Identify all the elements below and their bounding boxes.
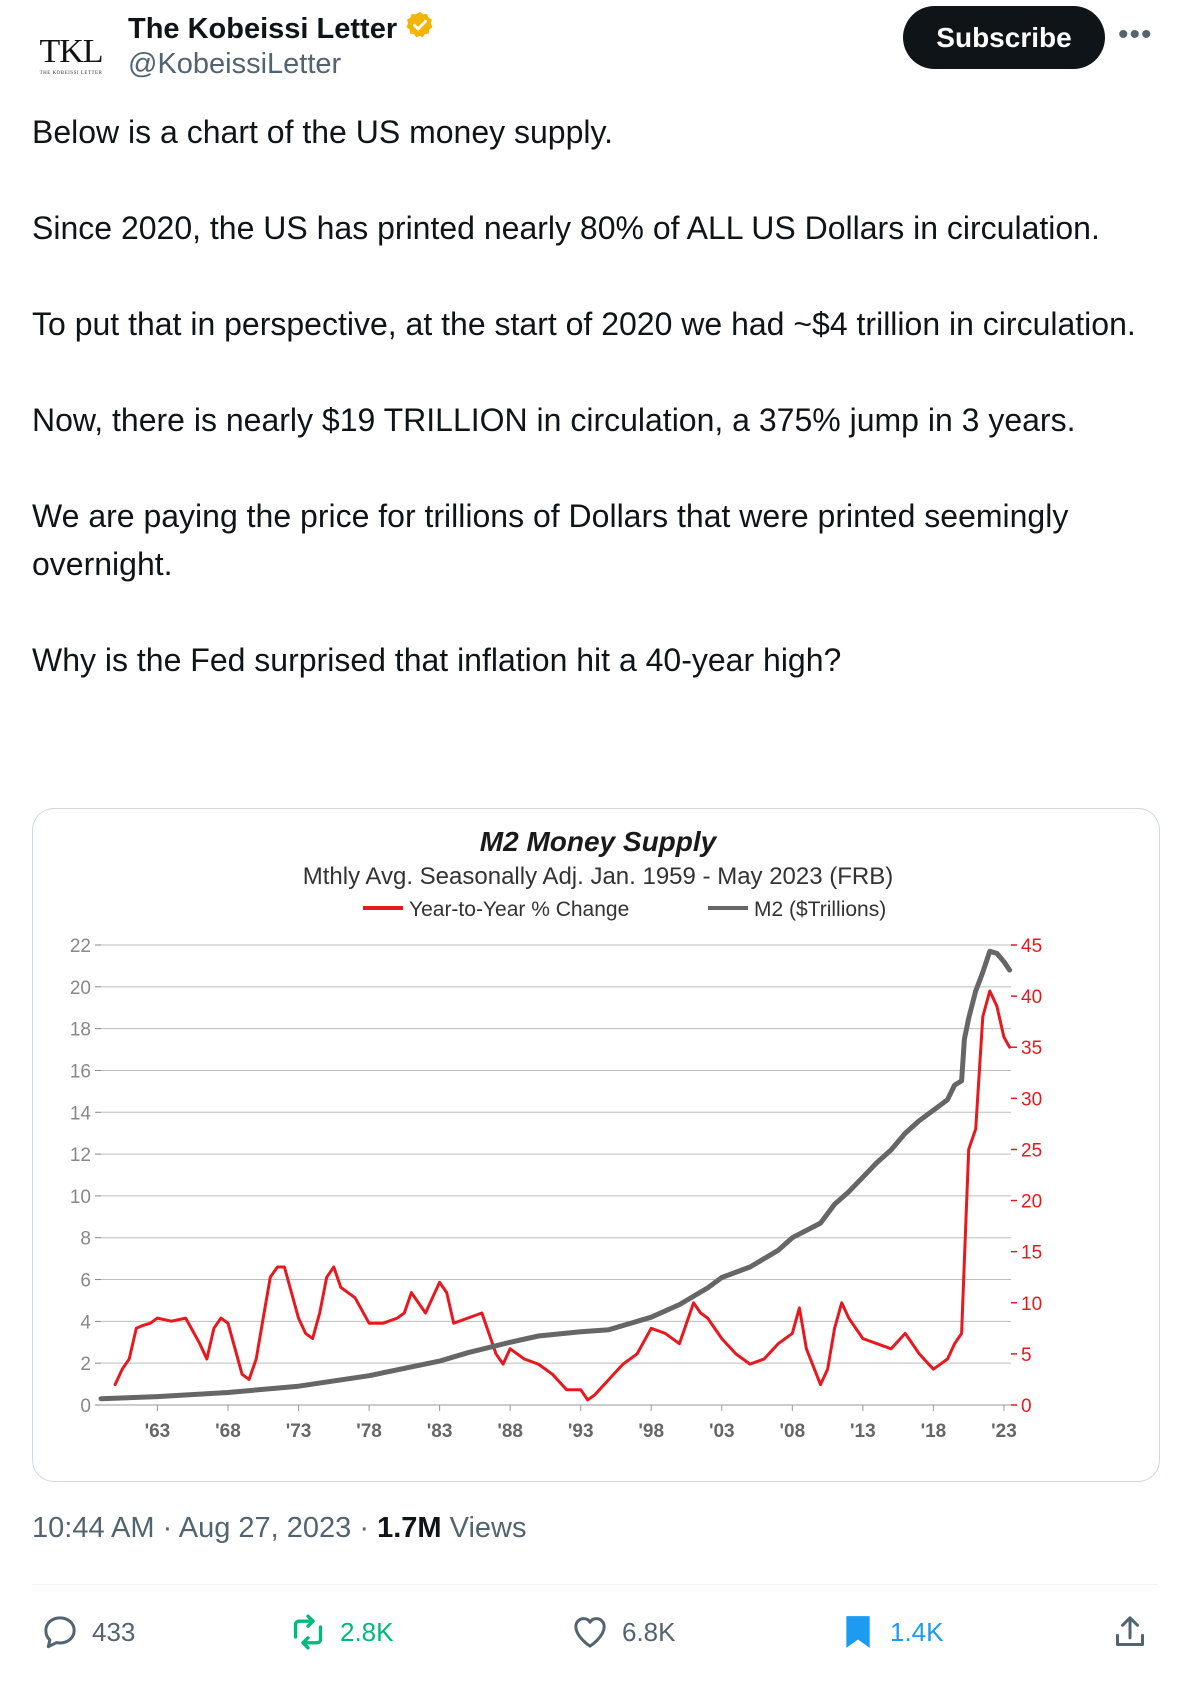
views-count: 1.7M: [377, 1512, 442, 1544]
views-label: Views: [449, 1512, 527, 1544]
verified-gold-badge-icon: [405, 10, 435, 48]
y-left-tick-label: 10: [70, 1187, 91, 1208]
tweet-paragraph: We are paying the price for trillions of…: [32, 498, 1069, 582]
y-left-tick-label: 0: [80, 1396, 91, 1417]
x-tick-label: '98: [638, 1421, 664, 1442]
y-right-tick-label: 10: [1021, 1294, 1042, 1315]
avatar-subtext: THE KOBEISSI LETTER: [39, 70, 103, 76]
heart-icon: [574, 1617, 606, 1648]
y-left-tick-label: 16: [70, 1061, 91, 1082]
tweet-paragraph: Since 2020, the US has printed nearly 80…: [32, 210, 1100, 246]
x-tick-label: '13: [850, 1421, 876, 1442]
author-name-row[interactable]: The Kobeissi Letter: [128, 10, 435, 48]
meta-separator: ·: [162, 1512, 173, 1544]
y-right-tick-label: 45: [1021, 936, 1042, 957]
x-tick-label: '63: [145, 1421, 171, 1442]
meta-separator: ·: [359, 1512, 370, 1544]
reply-icon: [44, 1616, 76, 1649]
y-left-tick-label: 14: [70, 1103, 92, 1124]
bookmark-icon: [846, 1616, 870, 1648]
legend-label: Year-to-Year % Change: [409, 898, 629, 921]
chart-title: M2 Money Supply: [480, 826, 718, 857]
more-horizontal-icon[interactable]: •••: [1118, 18, 1153, 51]
chart-axes: 0 2 4 6 8 10 12 14 16 18 20 22 0 5 10 15 20 25 30 35 40 45 '63…: [70, 936, 1042, 1442]
tweet-text: Below is a chart of the US money supply.…: [32, 108, 1152, 684]
y-right-tick-label: 0: [1021, 1396, 1032, 1417]
chart-image[interactable]: M2 Money Supply Mthly Avg. Seasonally Ad…: [32, 808, 1160, 1482]
author-handle[interactable]: @KobeissiLetter: [128, 48, 342, 80]
y-left-tick-label: 6: [80, 1271, 91, 1292]
y-right-tick-label: 25: [1021, 1140, 1042, 1161]
tweet-paragraph: Now, there is nearly $19 TRILLION in cir…: [32, 402, 1076, 438]
tweet-paragraph: Below is a chart of the US money supply.: [32, 114, 614, 150]
m2-level-line: [98, 948, 1013, 1402]
tweet-meta: 10:44 AM · Aug 27, 2023 · 1.7M Views: [32, 1512, 526, 1545]
y-left-tick-label: 2: [80, 1354, 91, 1375]
y-left-tick-label: 20: [70, 978, 91, 999]
legend-label: M2 ($Trillions): [754, 898, 886, 921]
y-left-tick-label: 8: [80, 1229, 91, 1250]
chart-grid: [101, 944, 1011, 1406]
avatar[interactable]: TKL THE KOBEISSI LETTER: [28, 12, 114, 98]
m2-chart: M2 Money Supply Mthly Avg. Seasonally Ad…: [70, 826, 1042, 1442]
x-tick-label: '88: [497, 1421, 523, 1442]
y-right-tick-label: 5: [1021, 1345, 1032, 1366]
bookmark-button[interactable]: 1.4K: [838, 1612, 944, 1652]
y-right-tick-label: 15: [1021, 1243, 1042, 1264]
yoy-change-line: [113, 989, 1012, 1402]
subscribe-button[interactable]: Subscribe: [903, 6, 1105, 69]
tweet-paragraph: Why is the Fed surprised that inflation …: [32, 642, 842, 678]
y-right-tick-label: 35: [1021, 1038, 1042, 1059]
y-left-tick-label: 22: [70, 936, 91, 957]
chart-legend: Year-to-Year % Change M2 ($Trillions): [363, 898, 886, 921]
reply-button[interactable]: 433: [40, 1612, 135, 1652]
y-left-tick-label: 18: [70, 1020, 91, 1041]
x-tick-label: '73: [286, 1421, 312, 1442]
tweet-date[interactable]: Aug 27, 2023: [178, 1512, 352, 1544]
x-tick-label: '93: [568, 1421, 594, 1442]
y-right-tick-label: 20: [1021, 1192, 1042, 1213]
divider: [32, 1584, 1158, 1585]
tweet-time[interactable]: 10:44 AM: [32, 1512, 155, 1544]
chart-subtitle: Mthly Avg. Seasonally Adj. Jan. 1959 - M…: [303, 863, 894, 890]
y-right-tick-label: 40: [1021, 987, 1042, 1008]
x-tick-label: '18: [921, 1421, 947, 1442]
author-name[interactable]: The Kobeissi Letter: [128, 12, 398, 45]
x-tick-label: '03: [709, 1421, 735, 1442]
x-tick-label: '68: [215, 1421, 241, 1442]
action-bar: 433 2.8K 6.8K 1.4K: [32, 1612, 1158, 1662]
x-tick-label: '78: [356, 1421, 382, 1442]
x-tick-label: '08: [779, 1421, 805, 1442]
like-count: 6.8K: [622, 1616, 676, 1647]
repost-count: 2.8K: [340, 1616, 394, 1647]
chart-lines: [98, 948, 1013, 1402]
like-button[interactable]: 6.8K: [570, 1612, 676, 1652]
repost-icon: [293, 1614, 323, 1650]
reply-count: 433: [92, 1616, 136, 1647]
bookmark-count: 1.4K: [890, 1616, 944, 1647]
x-tick-label: '83: [427, 1421, 453, 1442]
share-icon: [1116, 1616, 1144, 1646]
x-tick-label: '23: [991, 1421, 1017, 1442]
share-button[interactable]: [1110, 1612, 1150, 1652]
avatar-monogram: TKL: [39, 32, 103, 70]
y-right-tick-label: 30: [1021, 1089, 1042, 1110]
y-left-tick-label: 4: [80, 1312, 91, 1333]
y-left-tick-label: 12: [70, 1145, 91, 1166]
tweet-paragraph: To put that in perspective, at the start…: [32, 306, 1136, 342]
repost-button[interactable]: 2.8K: [288, 1612, 394, 1652]
